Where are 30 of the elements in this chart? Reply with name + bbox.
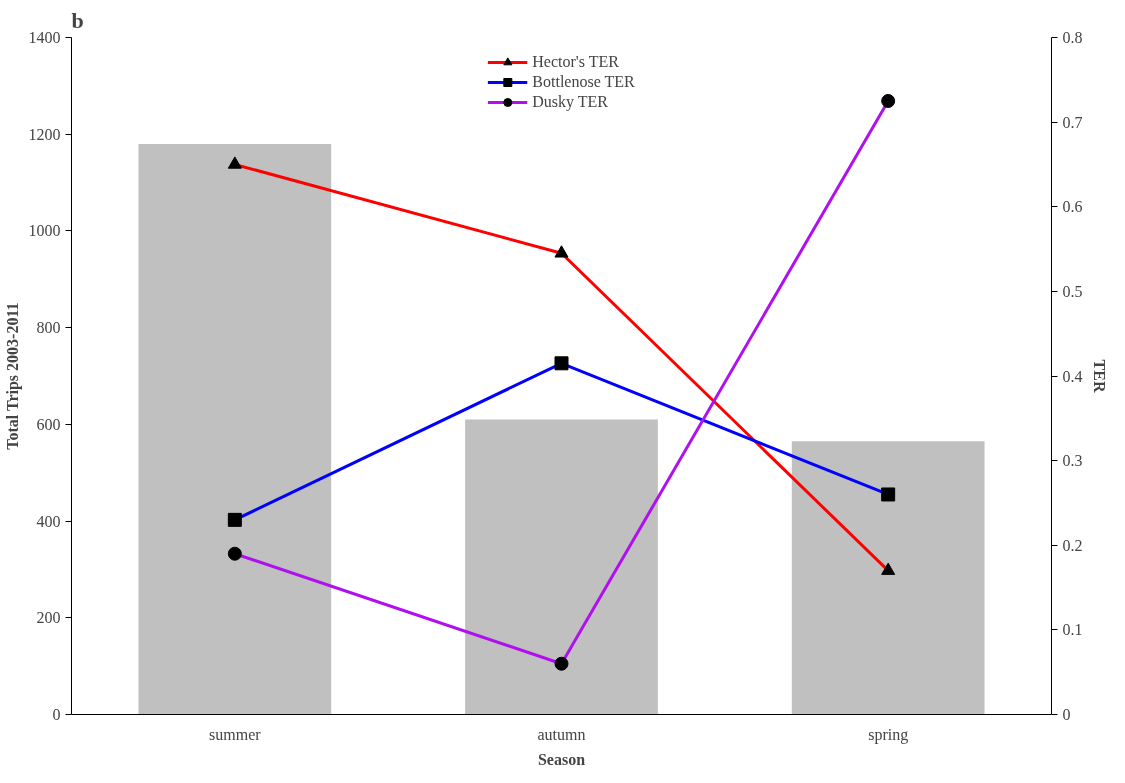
- y-tick-label: 400: [36, 512, 61, 530]
- y-tick-label: 1400: [28, 29, 61, 46]
- y-tick-label: 1200: [28, 125, 61, 143]
- x-tick-label: summer: [209, 725, 262, 743]
- y2-tick-label: 0.7: [1062, 113, 1083, 131]
- x-tick-label: autumn: [537, 725, 586, 743]
- y-tick-label: 200: [36, 609, 61, 627]
- bar: [465, 419, 658, 715]
- y2-tick-label: 0.1: [1062, 621, 1083, 639]
- y2-tick-label: 0.3: [1062, 452, 1083, 470]
- y-tick-label: 1000: [28, 222, 61, 240]
- legend-label: Hector's TER: [532, 53, 619, 71]
- chart-title: b: [71, 7, 84, 33]
- legend-label: Bottlenose TER: [532, 73, 635, 91]
- y2-tick-label: 0.2: [1062, 536, 1083, 554]
- y2-tick-label: 0.6: [1062, 198, 1083, 216]
- x-tick-label: spring: [868, 725, 909, 744]
- legend-label: Dusky TER: [532, 93, 609, 111]
- y2-tick-label: 0.8: [1062, 29, 1083, 46]
- bar: [138, 143, 332, 715]
- y-tick-label: 0: [52, 706, 61, 723]
- y2-tick-label: 0.5: [1062, 282, 1083, 300]
- y-tick-label: 800: [36, 319, 61, 337]
- y2-tick-label: 0.4: [1062, 367, 1083, 385]
- y-tick-label: 600: [36, 415, 61, 433]
- y-axis-title: Total Trips 2003-2011: [3, 302, 22, 450]
- bar: [791, 441, 985, 715]
- x-axis-title: Season: [537, 750, 586, 768]
- y2-axis-title: TER: [1090, 359, 1108, 393]
- y2-tick-label: 0: [1062, 706, 1071, 723]
